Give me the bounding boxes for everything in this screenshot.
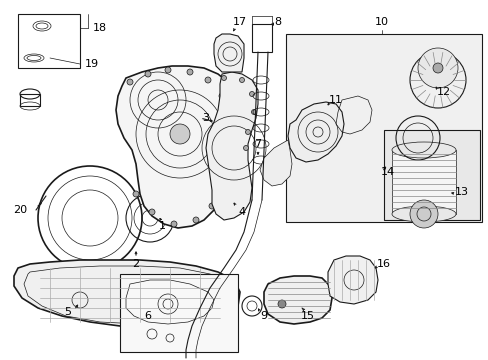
Circle shape bbox=[219, 93, 224, 99]
Circle shape bbox=[224, 111, 230, 117]
Text: 19: 19 bbox=[85, 59, 99, 69]
Circle shape bbox=[221, 129, 226, 135]
Circle shape bbox=[193, 217, 199, 223]
Bar bbox=[285, 34, 481, 222]
Polygon shape bbox=[264, 276, 331, 324]
Bar bbox=[120, 274, 238, 352]
Text: 1: 1 bbox=[158, 221, 165, 231]
Polygon shape bbox=[214, 34, 244, 72]
Text: 11: 11 bbox=[328, 95, 342, 105]
Circle shape bbox=[204, 77, 210, 83]
Text: 9: 9 bbox=[260, 311, 267, 321]
Text: 12: 12 bbox=[436, 87, 450, 97]
Text: 7: 7 bbox=[254, 139, 261, 149]
Text: 4: 4 bbox=[238, 207, 245, 217]
Text: 14: 14 bbox=[380, 167, 394, 177]
Text: 13: 13 bbox=[454, 187, 468, 197]
Circle shape bbox=[127, 79, 133, 85]
Bar bbox=[383, 130, 479, 220]
Circle shape bbox=[251, 109, 256, 114]
Polygon shape bbox=[327, 256, 377, 304]
Circle shape bbox=[208, 203, 215, 209]
Polygon shape bbox=[260, 140, 291, 186]
Bar bbox=[391, 150, 455, 214]
Text: 6: 6 bbox=[144, 311, 151, 321]
Circle shape bbox=[171, 221, 177, 227]
Circle shape bbox=[164, 67, 171, 73]
Circle shape bbox=[149, 209, 155, 215]
Circle shape bbox=[145, 71, 151, 77]
Text: 10: 10 bbox=[374, 17, 388, 27]
Text: 5: 5 bbox=[64, 307, 71, 317]
Text: 8: 8 bbox=[274, 17, 281, 27]
Polygon shape bbox=[205, 72, 258, 220]
Circle shape bbox=[243, 145, 248, 150]
Circle shape bbox=[133, 191, 139, 197]
Circle shape bbox=[239, 77, 244, 82]
Circle shape bbox=[417, 48, 457, 88]
Circle shape bbox=[170, 124, 190, 144]
Polygon shape bbox=[14, 260, 240, 328]
Circle shape bbox=[278, 300, 285, 308]
Text: 2: 2 bbox=[132, 259, 139, 269]
Circle shape bbox=[221, 76, 226, 81]
Text: 17: 17 bbox=[232, 17, 246, 27]
Circle shape bbox=[409, 200, 437, 228]
Ellipse shape bbox=[391, 142, 455, 158]
Bar bbox=[251, 24, 271, 52]
Circle shape bbox=[409, 52, 465, 108]
Ellipse shape bbox=[391, 206, 455, 222]
Circle shape bbox=[186, 69, 193, 75]
Polygon shape bbox=[116, 66, 236, 228]
Text: 3: 3 bbox=[202, 113, 209, 123]
Circle shape bbox=[210, 143, 217, 149]
Polygon shape bbox=[287, 102, 343, 162]
Text: 20: 20 bbox=[13, 205, 27, 215]
Bar bbox=[18, 14, 80, 68]
Circle shape bbox=[432, 63, 442, 73]
Circle shape bbox=[245, 130, 250, 135]
Bar bbox=[20, 94, 40, 106]
Circle shape bbox=[217, 183, 223, 189]
Text: 18: 18 bbox=[93, 23, 107, 33]
Text: 16: 16 bbox=[376, 259, 390, 269]
Circle shape bbox=[210, 165, 217, 171]
Circle shape bbox=[249, 91, 254, 96]
Text: 15: 15 bbox=[301, 311, 314, 321]
